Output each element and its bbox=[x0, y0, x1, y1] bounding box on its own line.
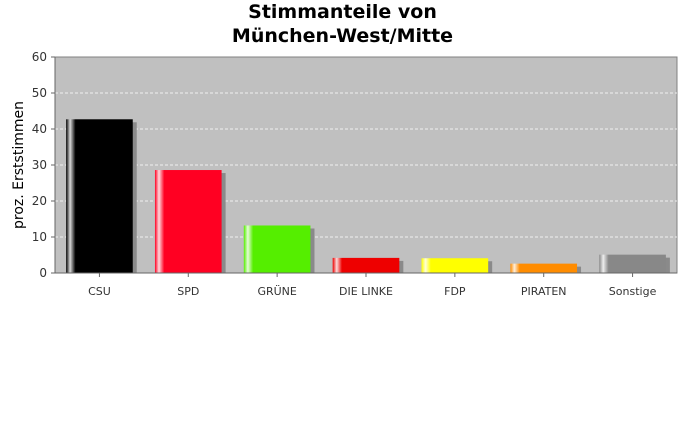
x-category-label: CSU bbox=[88, 285, 111, 298]
bar-csu bbox=[66, 119, 133, 273]
bars bbox=[66, 119, 670, 273]
chart-title-line-2: München-West/Mitte bbox=[231, 25, 454, 47]
y-tick-label: 20 bbox=[32, 194, 47, 208]
x-category-label: Sonstige bbox=[609, 285, 657, 298]
bar-fdp bbox=[421, 258, 489, 273]
x-category-labels: CSU SPD GRÜNE DIE LINKE FDP PIRATEN Sonstige bbox=[88, 285, 656, 298]
x-category-label: FDP bbox=[444, 285, 466, 298]
y-axis-label: proz. Erststimmen bbox=[11, 101, 27, 229]
x-category-label: PIRATEN bbox=[521, 285, 567, 298]
bar-sonstige bbox=[599, 254, 666, 273]
y-tick-label: 30 bbox=[32, 158, 47, 172]
y-tick-labels: 0 10 20 30 40 50 60 bbox=[32, 50, 47, 280]
y-tick-label: 60 bbox=[32, 50, 47, 64]
y-tick-label: 10 bbox=[32, 230, 47, 244]
x-category-label: GRÜNE bbox=[257, 285, 296, 298]
axes bbox=[51, 56, 677, 277]
bar-die-linke bbox=[332, 257, 400, 273]
y-tick-label: 0 bbox=[39, 266, 47, 280]
x-category-label: DIE LINKE bbox=[339, 285, 393, 298]
y-tick-label: 50 bbox=[32, 86, 47, 100]
y-tick-label: 40 bbox=[32, 122, 47, 136]
bar-piraten bbox=[510, 263, 578, 273]
x-category-label: SPD bbox=[177, 285, 199, 298]
chart-title-line-1: Stimmanteile von bbox=[248, 1, 437, 23]
bar-spd bbox=[154, 170, 222, 273]
bar-grüne bbox=[243, 225, 311, 273]
grid-lines bbox=[55, 92, 677, 238]
